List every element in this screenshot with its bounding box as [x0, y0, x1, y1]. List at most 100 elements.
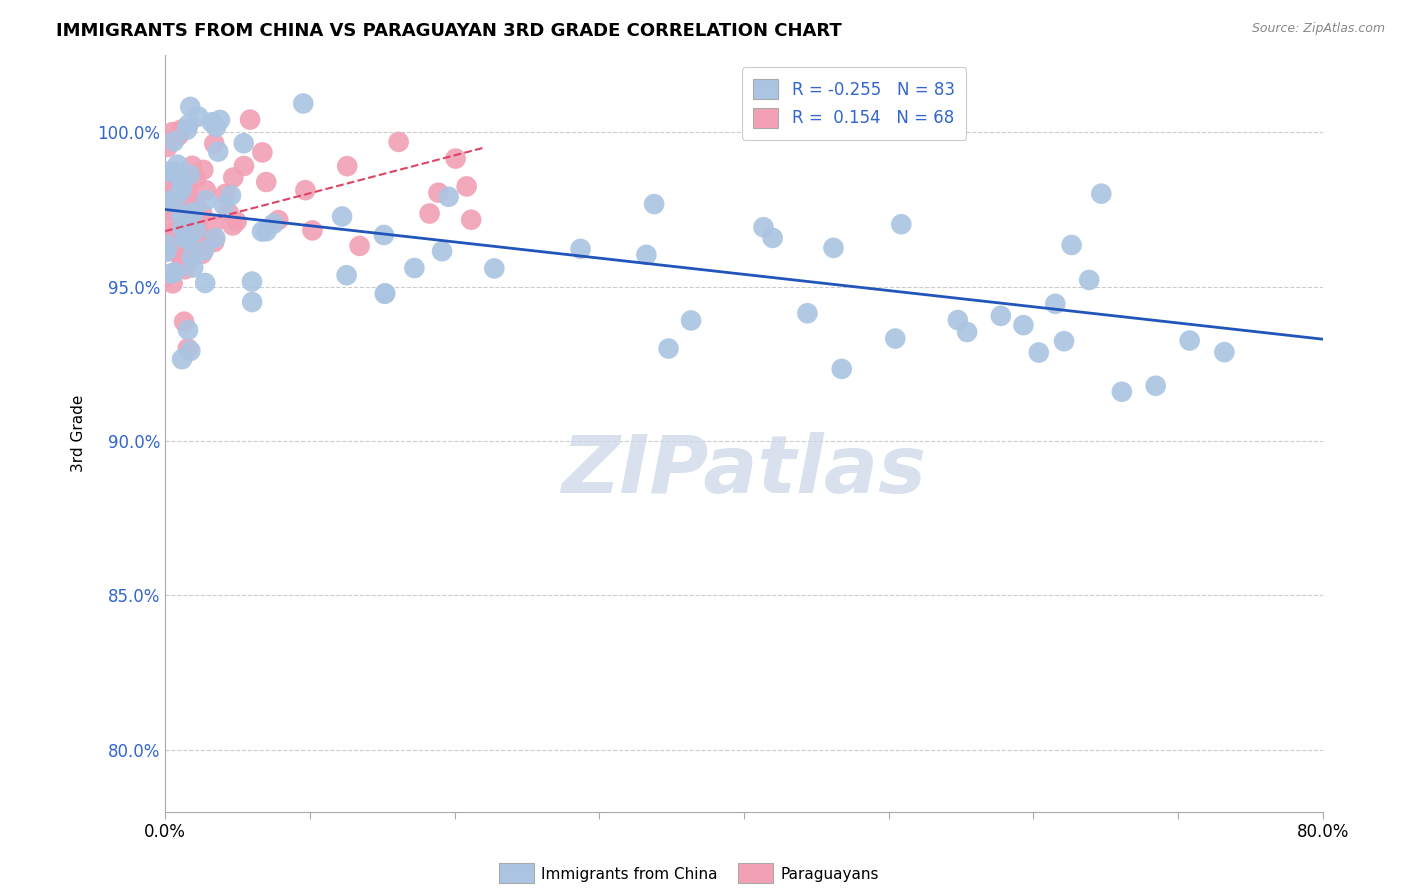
Point [177, 342, 200, 356]
Point [218, 205, 240, 219]
Point [167, 243, 190, 257]
Point [1078, 273, 1101, 287]
Point [388, 135, 411, 149]
Point [1213, 345, 1236, 359]
Point [239, 112, 262, 127]
Point [157, 134, 180, 148]
Point [460, 212, 482, 227]
Point [191, 207, 214, 221]
Point [437, 190, 460, 204]
Point [831, 362, 853, 376]
Point [1111, 384, 1133, 399]
Point [233, 159, 256, 173]
Point [232, 136, 254, 151]
Point [170, 209, 193, 223]
Point [240, 275, 263, 289]
Point [222, 219, 245, 233]
Point [1028, 345, 1050, 359]
Point [156, 140, 179, 154]
Point [219, 188, 242, 202]
Point [208, 113, 231, 128]
Point [202, 217, 225, 231]
Point [250, 225, 273, 239]
Point [373, 227, 395, 242]
Point [191, 247, 214, 261]
Point [1144, 378, 1167, 392]
Point [160, 219, 183, 234]
Point [162, 165, 184, 179]
Point [155, 235, 177, 250]
Point [657, 342, 679, 356]
Point [179, 192, 201, 206]
Point [181, 250, 204, 264]
Point [181, 260, 204, 275]
Point [162, 226, 184, 240]
Point [174, 184, 197, 198]
Point [170, 183, 193, 197]
Point [157, 203, 180, 218]
Point [166, 168, 188, 182]
Point [176, 216, 198, 230]
Point [484, 261, 506, 276]
Point [160, 198, 183, 212]
Point [204, 231, 226, 245]
Point [404, 260, 426, 275]
Point [166, 158, 188, 172]
Point [177, 117, 200, 131]
Point [193, 162, 215, 177]
Point [890, 217, 912, 231]
Point [179, 100, 201, 114]
Point [193, 244, 215, 258]
Point [156, 164, 179, 178]
Point [177, 323, 200, 337]
Text: IMMIGRANTS FROM CHINA VS PARAGUAYAN 3RD GRADE CORRELATION CHART: IMMIGRANTS FROM CHINA VS PARAGUAYAN 3RD … [56, 22, 842, 40]
Point [225, 214, 247, 228]
Point [167, 247, 190, 261]
Point [752, 220, 775, 235]
Point [194, 276, 217, 290]
Point [173, 201, 195, 215]
Point [569, 242, 592, 256]
Point [427, 186, 450, 200]
Point [292, 96, 315, 111]
Point [160, 185, 183, 199]
Point [202, 235, 225, 249]
Point [172, 259, 194, 273]
Point [201, 115, 224, 129]
Point [156, 194, 179, 209]
Point [456, 179, 478, 194]
Point [184, 198, 207, 212]
Point [252, 145, 274, 160]
Point [162, 125, 184, 139]
Point [349, 239, 371, 253]
Point [176, 208, 198, 222]
Point [301, 223, 323, 237]
Point [162, 227, 184, 242]
Point [1060, 238, 1083, 252]
Point [176, 182, 198, 196]
Point [214, 186, 236, 201]
Point [170, 352, 193, 367]
Point [195, 194, 218, 208]
Point [205, 120, 228, 134]
Point [176, 233, 198, 247]
Point [179, 202, 201, 216]
Point [159, 267, 181, 281]
Point [956, 325, 979, 339]
Point [222, 170, 245, 185]
Point [166, 169, 188, 184]
Point [176, 122, 198, 136]
Point [374, 286, 396, 301]
Y-axis label: 3rd Grade: 3rd Grade [72, 394, 86, 472]
Point [762, 231, 785, 245]
Legend: R = -0.255   N = 83, R =  0.154   N = 68: R = -0.255 N = 83, R = 0.154 N = 68 [741, 67, 966, 139]
Point [643, 197, 665, 211]
Point [156, 175, 179, 189]
Point [254, 224, 277, 238]
Point [163, 265, 186, 279]
Point [207, 145, 229, 159]
Point [159, 244, 181, 258]
Point [173, 262, 195, 277]
Point [636, 248, 658, 262]
Point [177, 241, 200, 255]
